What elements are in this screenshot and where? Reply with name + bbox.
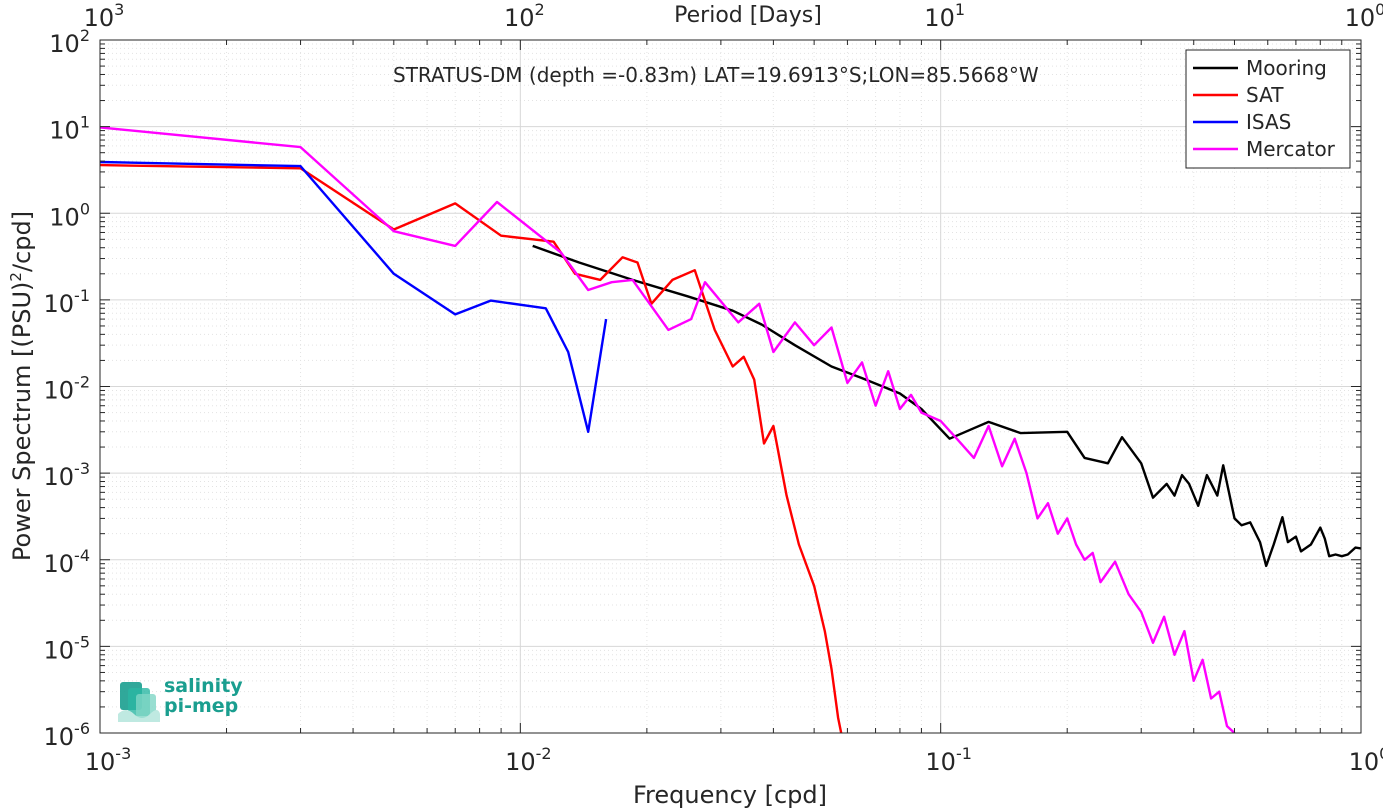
y-tick-label: 10-3: [44, 459, 91, 491]
x-tick-label: 10-1: [925, 744, 972, 776]
logo-waves-icon: [118, 682, 160, 722]
series-line-isas: [100, 160, 608, 433]
legend-label-mooring: Mooring: [1246, 56, 1327, 80]
y-tick-label: 101: [49, 113, 90, 145]
y-tick-label: 10-6: [44, 719, 91, 751]
x-tick-label: 100: [1349, 744, 1383, 776]
y-axis-label-main: Power Spectrum [(PSU): [8, 282, 36, 561]
x-axis-label: Frequency [cpd]: [633, 781, 827, 809]
x-tick-labels: 10-3 10-2 10-1 100: [85, 744, 1383, 776]
legend-label-sat: SAT: [1246, 83, 1284, 107]
top-tick-labels: 103 102 101 100: [84, 0, 1383, 32]
series-line-mooring: [532, 244, 1361, 568]
y-tick-label: 100: [49, 199, 90, 231]
x-tick-label: 10-2: [505, 744, 552, 776]
y-tick-label: 10-2: [44, 373, 91, 405]
major-grid: [99, 39, 1362, 734]
y-tick-labels: 10-6 10-5 10-4 10-3 10-2 10-1 100 101 102: [44, 26, 91, 751]
tick-marks: [99, 39, 1362, 734]
top-axis-label: Period [Days]: [674, 3, 822, 28]
series-line-mercator: [100, 126, 1236, 733]
chart-title: STRATUS-DM (depth =-0.83m) LAT=19.6913°S…: [393, 63, 1039, 87]
y-axis-label-sup: 2: [7, 272, 25, 282]
y-tick-label: 10-1: [44, 286, 91, 318]
y-tick-label: 10-4: [44, 546, 91, 578]
salinity-pimep-logo: salinity pi-mep: [116, 674, 246, 724]
y-tick-label: 102: [49, 26, 90, 58]
x-tick-label: 10-3: [85, 744, 132, 776]
top-tick-label: 103: [84, 0, 125, 32]
y-tick-label: 10-5: [44, 632, 91, 664]
legend-label-mercator: Mercator: [1246, 137, 1336, 161]
top-tick-label: 102: [504, 0, 545, 32]
y-axis-label-end: /cpd]: [8, 211, 36, 272]
legend-label-isas: ISAS: [1246, 110, 1291, 134]
logo-text-pimep: pi-mep: [164, 695, 239, 717]
top-tick-label: 101: [924, 0, 965, 32]
y-axis-label: Power Spectrum [(PSU)2/cpd]: [7, 211, 36, 561]
series-line-sat: [100, 163, 843, 733]
top-tick-label: 100: [1345, 0, 1383, 32]
legend: Mooring SAT ISAS Mercator: [1185, 49, 1351, 169]
series-lines: [100, 126, 1361, 733]
logo-text-salinity: salinity: [164, 675, 243, 697]
